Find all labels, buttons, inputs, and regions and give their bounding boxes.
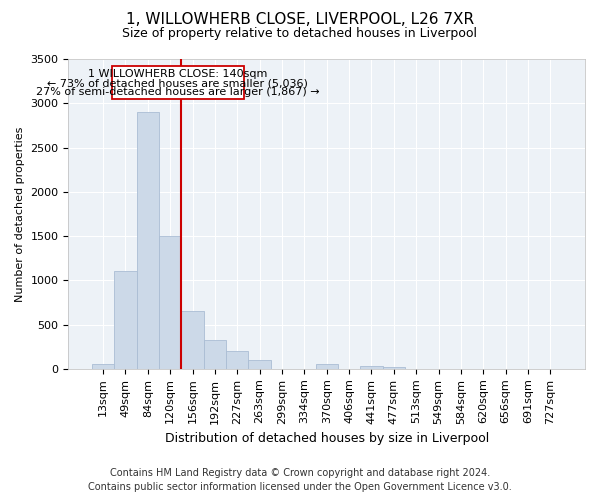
Text: 27% of semi-detached houses are larger (1,867) →: 27% of semi-detached houses are larger (… (36, 88, 320, 98)
Bar (114, 272, 137, 369)
Text: 1, WILLOWHERB CLOSE, LIVERPOOL, L26 7XR: 1, WILLOWHERB CLOSE, LIVERPOOL, L26 7XR (126, 12, 474, 28)
Bar (360, 366, 383, 369)
Text: 1 WILLOWHERB CLOSE: 140sqm: 1 WILLOWHERB CLOSE: 140sqm (88, 70, 268, 80)
Bar (226, 351, 248, 369)
Bar (248, 360, 271, 369)
Bar (181, 312, 204, 369)
X-axis label: Distribution of detached houses by size in Liverpool: Distribution of detached houses by size … (164, 432, 489, 445)
Bar (137, 112, 159, 369)
Bar (159, 236, 181, 369)
Text: Contains HM Land Registry data © Crown copyright and database right 2024.
Contai: Contains HM Land Registry data © Crown c… (88, 468, 512, 492)
Y-axis label: Number of detached properties: Number of detached properties (15, 126, 25, 302)
FancyBboxPatch shape (112, 66, 244, 99)
Text: Size of property relative to detached houses in Liverpool: Size of property relative to detached ho… (122, 28, 478, 40)
Bar (92, 364, 114, 369)
Bar (316, 364, 338, 369)
Text: ← 73% of detached houses are smaller (5,036): ← 73% of detached houses are smaller (5,… (47, 78, 308, 88)
Bar (204, 340, 226, 369)
Bar (383, 367, 405, 369)
